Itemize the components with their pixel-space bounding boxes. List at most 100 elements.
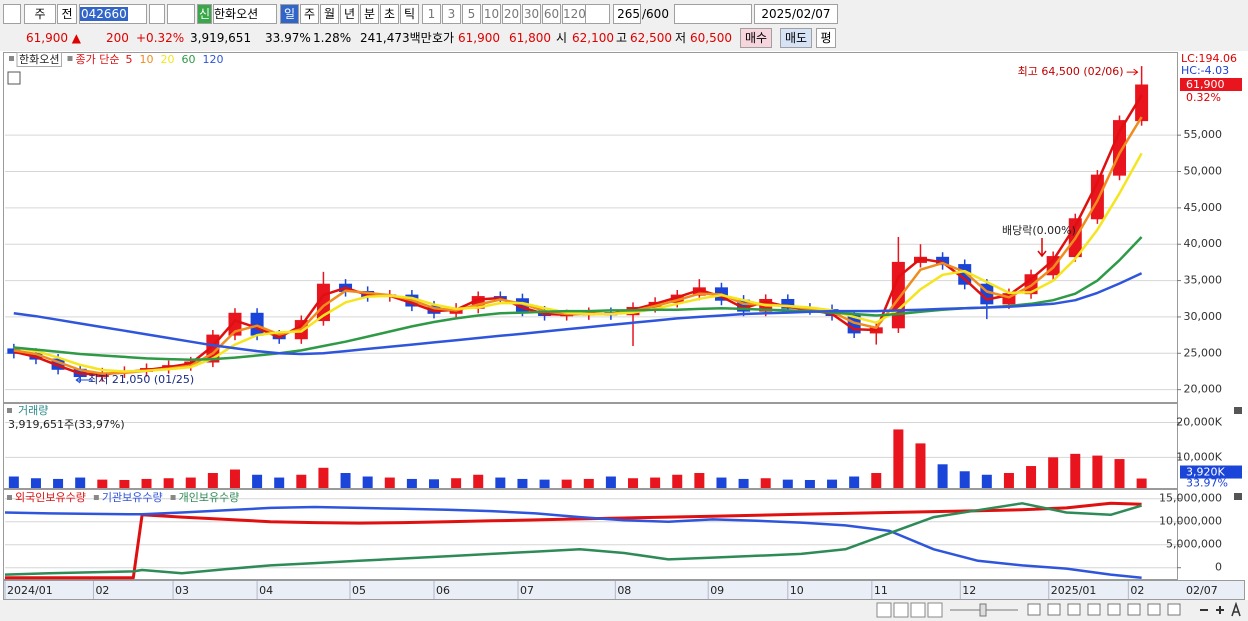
interval-button[interactable]: 3	[442, 4, 461, 24]
period-button[interactable]: 월	[320, 4, 339, 24]
volume-bar	[981, 474, 992, 488]
search-button[interactable]	[149, 4, 165, 24]
x-tick-label: 06	[436, 584, 450, 597]
interval-button[interactable]: 30	[522, 4, 541, 24]
price: 61,900 ▲	[26, 31, 82, 45]
tool-button[interactable]	[1107, 603, 1121, 616]
legend-name: 한화오션	[19, 53, 59, 66]
current-change: 0.32%	[1186, 91, 1221, 104]
series-line	[4, 505, 1142, 580]
market-select[interactable]: 주	[24, 4, 56, 24]
y-tick-label: 40,000	[1184, 237, 1223, 250]
x-tick-label: 02	[1130, 584, 1144, 597]
volume-bar	[849, 476, 860, 488]
legend-marker	[93, 495, 99, 500]
volume-bar	[406, 478, 417, 488]
code-input[interactable]: 042660	[79, 4, 147, 24]
volume-bar	[1026, 466, 1037, 488]
volume-bar	[694, 473, 705, 488]
tool-button[interactable]	[1087, 603, 1101, 616]
dividend-arrow	[1037, 238, 1047, 258]
period-button[interactable]: 년	[340, 4, 359, 24]
legend-ma-label: 종가 단순	[75, 53, 119, 66]
tool-button[interactable]	[1167, 603, 1181, 616]
tool-button[interactable]	[1067, 603, 1081, 616]
chart-tools[interactable]	[674, 4, 752, 24]
open-label: 시	[556, 31, 568, 45]
current-volume-pct: 33.97%	[1186, 477, 1228, 490]
dividend-annotation: 배당락(0.00%)	[1002, 224, 1076, 237]
legend-marker	[170, 495, 176, 500]
interval-button[interactable]: 10	[482, 4, 501, 24]
sound-button[interactable]	[167, 4, 195, 24]
y-tick-label: 35,000	[1184, 274, 1223, 287]
x-tick-label: 04	[259, 584, 273, 597]
volume-bar	[30, 478, 41, 488]
volume-bar	[141, 478, 152, 488]
turnover: 1.28%	[313, 31, 352, 45]
period-button[interactable]: 초	[380, 4, 399, 24]
volume-bar	[760, 478, 771, 488]
grid-icon[interactable]	[7, 71, 21, 85]
price-panel	[3, 52, 1178, 403]
y-tick-label: 55,000	[1184, 128, 1223, 141]
count-input[interactable]: 265	[613, 4, 641, 24]
tool-button[interactable]	[1127, 603, 1141, 616]
y-tick-label: 0	[1215, 561, 1222, 574]
y-tick-label: 20,000K	[1176, 415, 1222, 428]
low-annotation: 최저 21,050 (01/25)	[88, 373, 194, 386]
sell-button[interactable]: 매도	[780, 28, 812, 48]
code: 042660	[80, 7, 128, 21]
legend-entry: 120	[202, 53, 223, 66]
volume-bar	[274, 477, 285, 488]
menu-icon[interactable]	[3, 4, 21, 24]
change: 200	[106, 31, 129, 45]
scroll-button[interactable]	[910, 602, 926, 618]
x-tick-label: 02	[95, 584, 109, 597]
interval-button[interactable]: 120	[562, 4, 586, 24]
volume-bar	[959, 471, 970, 488]
change-pct: +0.32%	[136, 31, 185, 45]
high-arrow	[1126, 68, 1139, 76]
volume-bar	[871, 473, 882, 488]
period-button[interactable]: 주	[300, 4, 319, 24]
volume-bar	[650, 477, 661, 488]
volume-bar	[229, 469, 240, 488]
period-button[interactable]: 분	[360, 4, 379, 24]
legend-marker	[9, 56, 14, 61]
candle-body	[781, 298, 795, 309]
volume-bar	[318, 467, 329, 488]
volume-ratio: 33.97%	[265, 31, 311, 45]
stock-name: 한화오션	[213, 4, 277, 24]
auto-scale[interactable]	[1231, 601, 1241, 617]
scroll-button[interactable]	[893, 602, 909, 618]
volume-bar	[1003, 473, 1014, 488]
interval-button[interactable]: 1	[422, 4, 441, 24]
interval-button[interactable]: 60	[542, 4, 561, 24]
panel-close[interactable]	[1234, 407, 1242, 414]
scroll-button[interactable]	[927, 602, 943, 618]
x-tick-label: 11	[874, 584, 888, 597]
period-button[interactable]: 틱	[400, 4, 419, 24]
volume-bar	[451, 478, 462, 488]
period-button[interactable]: 일	[280, 4, 299, 24]
current-volume-label: 3,920K	[1186, 466, 1225, 479]
zoom-thumb[interactable]	[979, 603, 987, 617]
x-tick-label: 2025/01	[1051, 584, 1097, 597]
avg-button[interactable]: 평	[816, 28, 836, 48]
scroll-button[interactable]	[876, 602, 892, 618]
interval-button[interactable]: 5	[462, 4, 481, 24]
date-input[interactable]: 2025/02/07	[754, 4, 838, 24]
tool-button[interactable]	[1047, 603, 1061, 616]
interval-button[interactable]: 20	[502, 4, 521, 24]
x-tick-label: 07	[520, 584, 534, 597]
legend-entry: 외국인보유수량	[15, 491, 86, 504]
buy-button[interactable]: 매수	[740, 28, 772, 48]
high: 62,500	[630, 31, 672, 45]
mode-button[interactable]: 전	[57, 4, 77, 24]
tool-button[interactable]	[1027, 603, 1041, 616]
panel-close[interactable]	[1234, 493, 1242, 500]
tool-button[interactable]	[1147, 603, 1161, 616]
volume-bar	[937, 464, 948, 488]
